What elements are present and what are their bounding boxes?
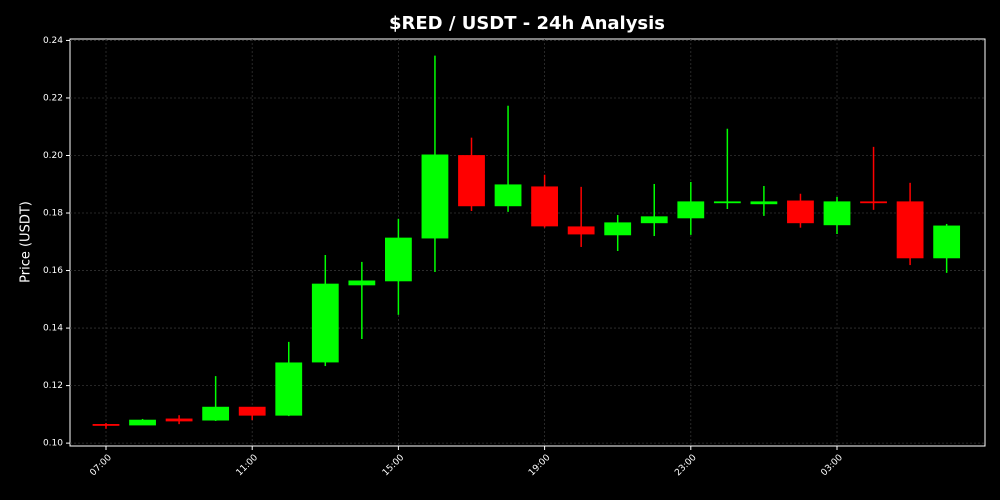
candle-body bbox=[92, 424, 120, 426]
candle-body bbox=[129, 419, 156, 426]
candle-body bbox=[787, 200, 814, 224]
x-tick-label: 03:00 bbox=[819, 453, 845, 479]
y-axis-label: Price (USDT) bbox=[19, 201, 34, 283]
y-tick-label: 0.22 bbox=[43, 93, 63, 103]
y-tick-label: 0.10 bbox=[43, 439, 63, 449]
y-tick-label: 0.18 bbox=[43, 209, 63, 219]
candle-body bbox=[604, 222, 632, 236]
candle-body bbox=[823, 201, 851, 226]
candle-body bbox=[531, 186, 558, 227]
x-tick-label: 19:00 bbox=[527, 453, 553, 479]
x-tick-label: 15:00 bbox=[381, 453, 407, 479]
candle-body bbox=[677, 201, 705, 219]
candle-body bbox=[567, 226, 595, 235]
candle-body bbox=[311, 283, 339, 363]
x-tick-label: 11:00 bbox=[235, 453, 261, 479]
candle-body bbox=[933, 225, 961, 259]
candle-body bbox=[275, 362, 303, 416]
y-tick-label: 0.14 bbox=[43, 324, 63, 334]
x-tick-label: 23:00 bbox=[673, 453, 699, 479]
candle-body bbox=[238, 406, 266, 416]
candle-body bbox=[421, 154, 449, 239]
candle-body bbox=[750, 201, 778, 205]
y-tick-label: 0.24 bbox=[43, 36, 63, 46]
y-tick-label: 0.16 bbox=[43, 266, 63, 276]
candle-body bbox=[458, 155, 485, 207]
candle-body bbox=[896, 201, 924, 259]
candle-body bbox=[640, 216, 668, 224]
x-tick-label: 07:00 bbox=[88, 453, 114, 479]
chart-title: $RED / USDT - 24h Analysis bbox=[389, 13, 665, 34]
plot-area bbox=[69, 38, 986, 447]
candle-body bbox=[348, 280, 376, 286]
y-tick-label: 0.12 bbox=[43, 381, 63, 391]
candle-body bbox=[165, 418, 193, 422]
candle-body bbox=[494, 184, 522, 207]
candle-body bbox=[384, 237, 412, 282]
y-tick-label: 0.20 bbox=[43, 151, 63, 161]
candle-body bbox=[860, 201, 887, 204]
candle-body bbox=[713, 201, 741, 204]
candle-body bbox=[202, 406, 230, 421]
